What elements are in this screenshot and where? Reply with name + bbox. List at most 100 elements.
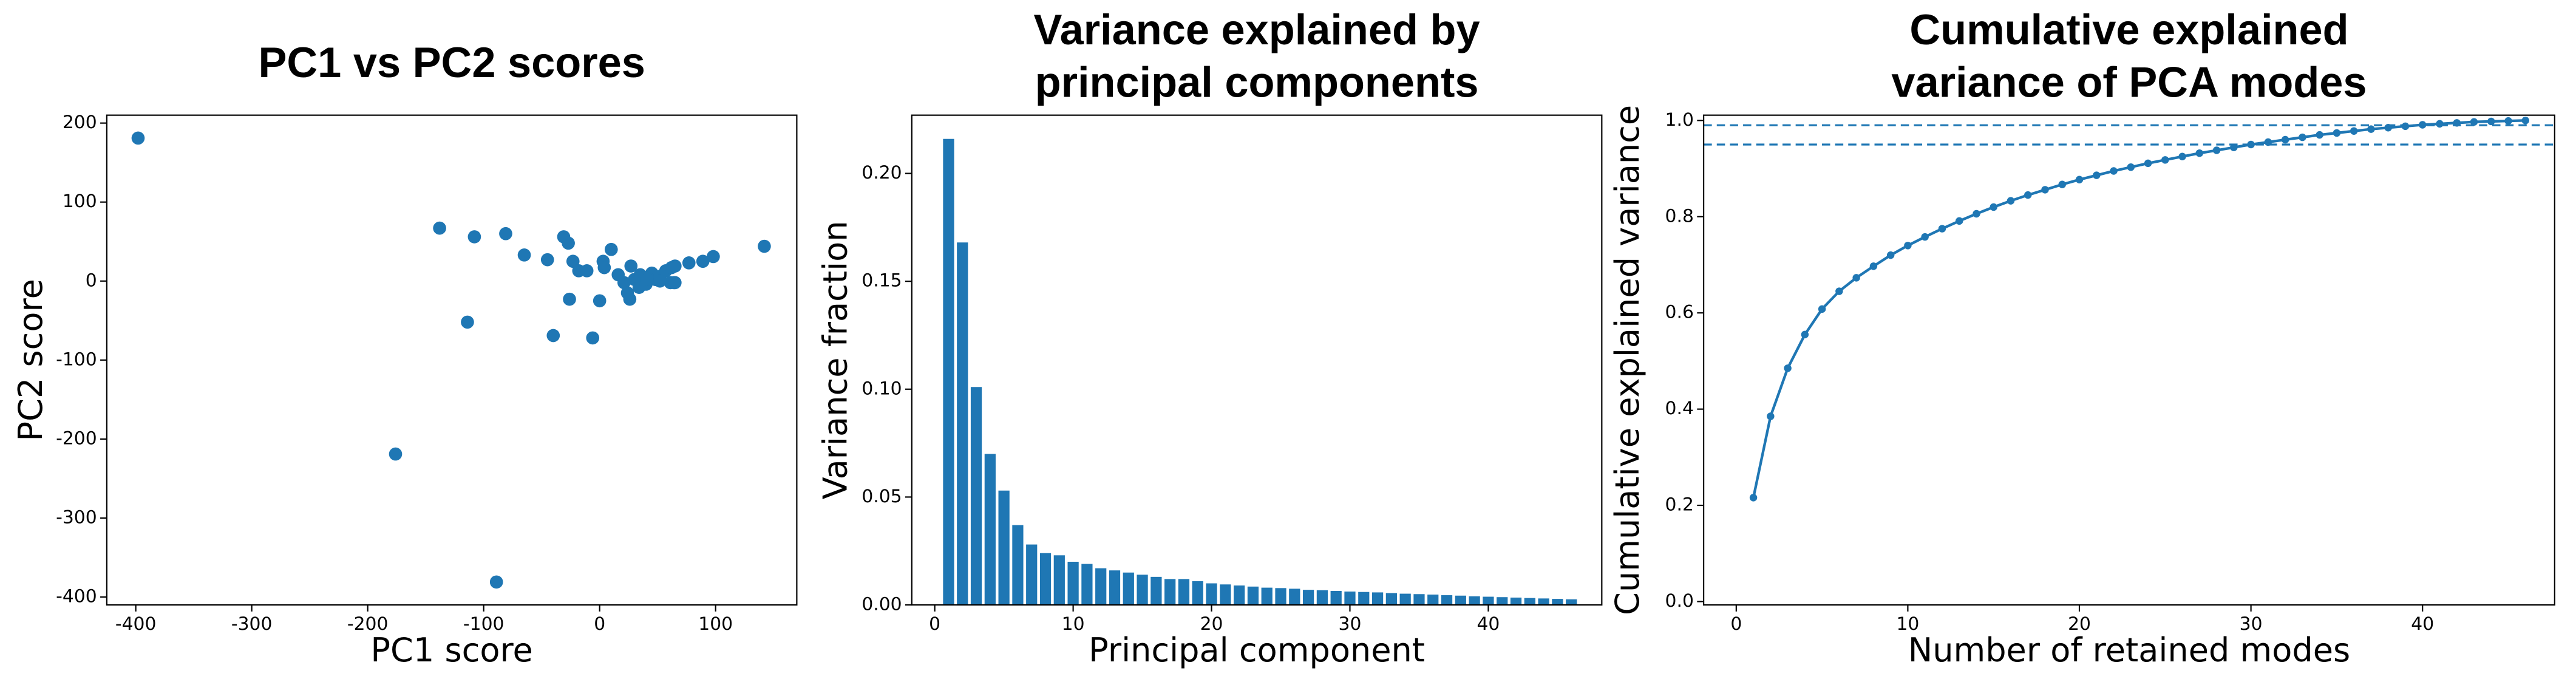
x-tick-label: -300 <box>231 613 273 635</box>
bar <box>1385 593 1397 606</box>
line-marker <box>2007 197 2015 205</box>
line-marker <box>2144 159 2152 168</box>
bar <box>1413 594 1425 606</box>
x-tick-label: 20 <box>1200 613 1223 635</box>
bar <box>1026 544 1038 606</box>
bar <box>1095 568 1107 606</box>
x-tick-label: 100 <box>698 613 733 635</box>
y-tick-label: 1.0 <box>1665 109 1694 131</box>
y-tick-label: 0 <box>86 270 97 291</box>
line-marker <box>2075 176 2084 184</box>
y-tick-label: 200 <box>63 112 97 133</box>
x-tick-label: 0 <box>929 613 940 635</box>
bar <box>1150 576 1162 606</box>
x-tick-label: 30 <box>2240 613 2263 635</box>
line-marker <box>1869 262 1878 270</box>
bar <box>1552 599 1563 606</box>
chart-title: PC1 vs PC2 scores <box>258 38 645 86</box>
bar <box>998 490 1010 606</box>
bar <box>1497 597 1508 606</box>
scatter-point <box>389 447 403 461</box>
line-marker <box>1767 412 1775 420</box>
y-tick-label: -200 <box>56 428 97 449</box>
line-marker <box>1973 210 1980 218</box>
x-tick-label: -400 <box>115 613 157 635</box>
bar <box>1358 592 1370 606</box>
y-tick-label: 0.15 <box>861 270 902 292</box>
bar <box>1067 561 1079 606</box>
line-marker <box>2401 122 2410 131</box>
scatter-point <box>624 259 638 273</box>
line-marker <box>1749 494 1758 502</box>
x-tick-label: 0 <box>1730 613 1742 635</box>
line-marker <box>2453 119 2461 127</box>
bar <box>1081 564 1093 606</box>
x-tick-label: 0 <box>594 613 605 635</box>
y-axis-label: Cumulative explained variance <box>1608 105 1647 615</box>
line-marker <box>2041 186 2049 194</box>
line-marker <box>2316 131 2323 139</box>
line-marker <box>2333 129 2341 137</box>
y-tick-label: 0.00 <box>861 594 902 615</box>
bar <box>1220 584 1231 606</box>
line-marker <box>2247 140 2255 149</box>
y-axis-label: PC2 score <box>12 279 50 441</box>
line-marker <box>2212 146 2221 154</box>
line-marker <box>2093 171 2101 179</box>
scatter-point <box>653 274 667 288</box>
bar <box>943 138 954 606</box>
bar <box>984 454 996 606</box>
line-marker <box>1886 251 1895 259</box>
scatter-point <box>499 227 512 241</box>
line-marker <box>1801 330 1809 339</box>
scatter-point <box>433 221 446 235</box>
bar <box>1234 585 1245 606</box>
line-marker <box>2487 117 2495 126</box>
y-tick-label: 0.6 <box>1665 302 1694 323</box>
bar <box>1399 593 1411 606</box>
x-tick-label: 10 <box>1062 613 1085 635</box>
bar <box>1427 594 1439 606</box>
bar <box>1039 553 1052 606</box>
bar <box>1164 579 1176 606</box>
bar <box>1483 596 1494 606</box>
bar <box>1371 592 1384 606</box>
scatter-point <box>131 131 145 145</box>
y-tick-label: 0.20 <box>861 162 902 183</box>
y-tick-label: 0.10 <box>861 378 902 399</box>
line-marker <box>1904 242 1912 250</box>
bar <box>1137 575 1148 606</box>
y-tick-label: 0.8 <box>1665 205 1694 227</box>
bar <box>1289 589 1300 606</box>
bar <box>1206 583 1217 606</box>
bar <box>1455 595 1466 606</box>
line-marker <box>1852 274 1860 282</box>
line-marker <box>1990 203 1997 211</box>
x-tick-label: -100 <box>463 613 505 635</box>
bar <box>1538 598 1549 606</box>
bar <box>1302 590 1314 606</box>
line-marker <box>2504 117 2512 125</box>
scatter-point <box>623 292 637 306</box>
y-tick-label: -400 <box>56 586 97 607</box>
scatter-point <box>682 256 696 270</box>
x-axis-label: Number of retained modes <box>1908 631 2350 669</box>
line-marker <box>1784 364 1792 372</box>
y-tick-label: -100 <box>56 349 97 370</box>
scatter-point <box>563 292 576 306</box>
chart-title: principal components <box>1035 58 1479 106</box>
line-marker <box>2161 156 2169 164</box>
line-marker <box>1818 305 1826 313</box>
scatter-point <box>668 276 682 290</box>
line-series <box>1752 119 2526 498</box>
scatter-point <box>489 575 503 589</box>
bar <box>1192 581 1203 606</box>
scatter-point <box>461 315 474 329</box>
line-marker <box>1921 233 1929 241</box>
bar <box>1441 595 1453 606</box>
scatter-point <box>566 254 580 268</box>
scatter-point <box>597 261 611 275</box>
x-tick-label: 40 <box>1477 613 1500 635</box>
